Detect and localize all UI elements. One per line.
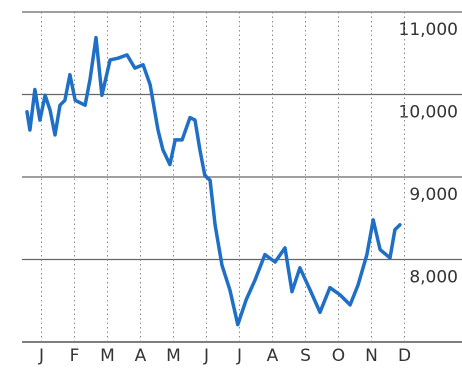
x-tick-label: J	[203, 346, 209, 366]
x-tick-label: S	[300, 346, 311, 366]
x-tick-label: N	[365, 346, 378, 366]
x-tick-label: O	[332, 346, 345, 366]
y-tick-label: 8,000	[409, 268, 458, 288]
y-tick-label: 9,000	[409, 185, 458, 205]
line-series	[25, 35, 402, 327]
x-tick-label: M	[166, 346, 181, 366]
x-tick-label: D	[398, 346, 411, 366]
x-tick-label: A	[135, 346, 147, 366]
x-tick-label: J	[38, 346, 44, 366]
y-tick-label: 10,000	[399, 103, 458, 123]
x-tick-label: F	[70, 346, 80, 366]
y-tick-label: 11,000	[399, 20, 458, 40]
x-tick-label: M	[100, 346, 115, 366]
x-tick-label: A	[267, 346, 279, 366]
x-tick-label: J	[236, 346, 242, 366]
